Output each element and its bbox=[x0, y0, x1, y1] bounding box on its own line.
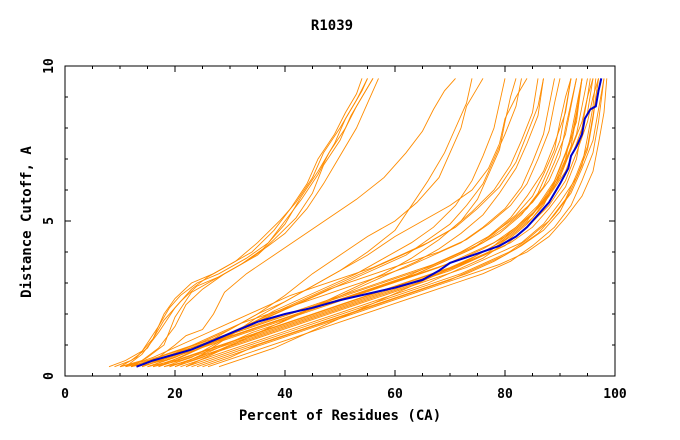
model-line-33 bbox=[207, 78, 605, 368]
model-line-24 bbox=[185, 78, 605, 368]
axis-ticks: 0 20 40 60 80 100 0 5 10 bbox=[42, 58, 627, 402]
model-line-8 bbox=[147, 78, 484, 368]
y-tick-label: 0 bbox=[42, 372, 57, 380]
model-line-10 bbox=[174, 78, 528, 368]
model-line-21 bbox=[174, 78, 599, 368]
model-line-2 bbox=[119, 78, 368, 368]
x-tick-label: 100 bbox=[603, 387, 627, 402]
y-axis-label: Distance Cutoff, A bbox=[19, 146, 35, 298]
model-line-38 bbox=[130, 78, 555, 368]
model-line-30 bbox=[147, 78, 539, 368]
x-axis-label: Percent of Residues (CA) bbox=[239, 408, 441, 424]
y-tick-label: 10 bbox=[42, 58, 57, 74]
model-line-37 bbox=[218, 78, 583, 368]
model-line-36 bbox=[125, 78, 544, 368]
model-line-35 bbox=[191, 78, 597, 368]
highlight-line bbox=[136, 78, 603, 368]
model-line-19 bbox=[158, 78, 594, 368]
model-line-4 bbox=[114, 78, 368, 368]
x-tick-label: 0 bbox=[61, 387, 69, 402]
highlight-series-group bbox=[136, 78, 603, 368]
model-line-32 bbox=[169, 78, 544, 368]
model-line-12 bbox=[185, 78, 517, 368]
model-line-27 bbox=[141, 78, 572, 368]
model-line-20 bbox=[136, 78, 588, 368]
x-tick-label: 80 bbox=[497, 387, 513, 402]
model-line-7 bbox=[136, 78, 456, 368]
model-line-22 bbox=[130, 78, 572, 368]
x-tick-label: 60 bbox=[387, 387, 403, 402]
chart-title: R1039 bbox=[311, 18, 353, 34]
model-line-28 bbox=[180, 78, 583, 368]
x-tick-label: 40 bbox=[277, 387, 293, 402]
model-line-16 bbox=[125, 78, 583, 368]
y-tick-label: 5 bbox=[42, 217, 57, 225]
model-series-group bbox=[108, 78, 608, 368]
model-line-25 bbox=[202, 78, 599, 368]
model-line-31 bbox=[158, 78, 522, 368]
model-line-17 bbox=[169, 78, 594, 368]
model-line-6 bbox=[119, 78, 379, 368]
model-line-18 bbox=[147, 78, 583, 368]
model-line-3 bbox=[125, 78, 363, 368]
model-line-29 bbox=[196, 78, 608, 368]
x-tick-label: 20 bbox=[167, 387, 183, 402]
